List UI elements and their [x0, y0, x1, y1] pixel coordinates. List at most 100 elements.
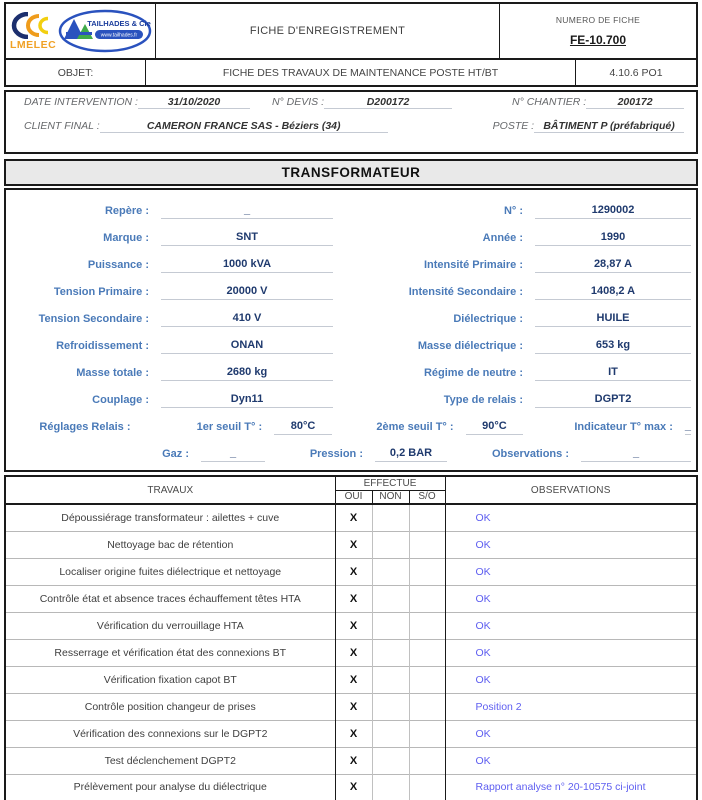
fiche-number-label: NUMERO DE FICHE [555, 15, 641, 26]
logo-area: LMELEC TAILHADES & Cie www.tailhades.fr [6, 4, 156, 58]
seuil1-value: 80°C [274, 418, 332, 435]
so-checkbox [409, 530, 446, 558]
form-title: FICHE D'ENREGISTREMENT [156, 4, 500, 58]
numero-value: 1290002 [535, 202, 691, 219]
observation-value: OK [445, 584, 697, 612]
field-row: Couplage : Dyn11 Type de relais : DGPT2 [6, 386, 696, 413]
pression-label: Pression : [309, 447, 363, 460]
poste-value: BÂTIMENT P (préfabriqué) [534, 120, 684, 133]
masse-dielectrique-label: Masse diélectrique : [417, 339, 523, 352]
oui-checkbox: X [335, 584, 373, 612]
oui-checkbox: X [335, 530, 373, 558]
oui-checkbox: X [335, 638, 373, 666]
non-checkbox [372, 557, 410, 585]
tailhades-logo-text: TAILHADES & Cie [87, 19, 151, 28]
work-row: Resserrage et vérification état des conn… [5, 638, 697, 666]
intervention-row-2: CLIENT FINAL : CAMERON FRANCE SAS - Bézi… [24, 120, 684, 144]
work-row: Vérification du verrouillage HTA X OK [5, 611, 697, 639]
works-table: TRAVAUX EFFECTUE OBSERVATIONS OUI NON S/… [4, 475, 698, 800]
refroidissement-label: Refroidissement : [56, 339, 149, 352]
objet-value: FICHE DES TRAVAUX DE MAINTENANCE POSTE H… [146, 60, 576, 85]
refroidissement-value: ONAN [161, 337, 333, 354]
objet-label: OBJET: [6, 60, 146, 85]
field-row: Repère : _ N° : 1290002 [6, 197, 696, 224]
non-checkbox [372, 746, 410, 774]
field-row: Tension Secondaire : 410 V Diélectrique … [6, 305, 696, 332]
col-header-effectue: EFFECTUE [334, 475, 446, 491]
repere-label: Repère : [104, 204, 149, 217]
dielectrique-value: HUILE [535, 310, 691, 327]
observation-value: OK [445, 503, 697, 531]
so-checkbox [409, 584, 446, 612]
work-row: Contrôle état et absence traces échauffe… [5, 584, 697, 612]
tension-primaire-value: 20000 V [161, 283, 333, 300]
form-header: LMELEC TAILHADES & Cie www.tailhades.fr … [4, 2, 698, 87]
annee-value: 1990 [535, 229, 691, 246]
task-label: Vérification du verrouillage HTA [5, 611, 336, 639]
so-checkbox [409, 746, 446, 774]
chantier-label: N° CHANTIER : [512, 96, 587, 108]
gaz-value: _ [201, 445, 265, 462]
objet-code: 4.10.6 PO1 [609, 66, 663, 79]
non-checkbox [372, 611, 410, 639]
observation-value: OK [445, 611, 697, 639]
fiche-number-box: NUMERO DE FICHE FE-10.700 [500, 4, 696, 58]
seuil2-value: 90°C [465, 418, 524, 435]
so-checkbox [409, 773, 446, 800]
task-label: Prélèvement pour analyse du diélectrique [5, 773, 336, 800]
transformer-section-title: TRANSFORMATEUR [4, 159, 698, 186]
task-label: Nettoyage bac de rétention [5, 530, 336, 558]
non-checkbox [372, 638, 410, 666]
oui-checkbox: X [335, 746, 373, 774]
field-row: Masse totale : 2680 kg Régime de neutre … [6, 359, 696, 386]
indicateur-tmax-label: Indicateur T° max : [574, 420, 673, 433]
observation-value: Position 2 [445, 692, 697, 720]
reglages-relais-label: Réglages Relais : [39, 420, 131, 433]
tailhades-triangle-icon [77, 24, 94, 39]
task-label: Contrôle état et absence traces échauffe… [5, 584, 336, 612]
col-header-so: S/O [408, 489, 446, 505]
work-row: Prélèvement pour analyse du diélectrique… [5, 773, 697, 800]
poste-label: POSTE : [492, 120, 535, 132]
observation-value: OK [445, 557, 697, 585]
observations-label: Observations : [491, 447, 569, 460]
type-relais-value: DGPT2 [535, 391, 691, 408]
observation-value: OK [445, 665, 697, 693]
couplage-label: Couplage : [92, 393, 149, 406]
couplage-value: Dyn11 [161, 391, 333, 408]
tension-secondaire-value: 410 V [161, 310, 333, 327]
client-final-label: CLIENT FINAL : [24, 120, 100, 132]
oui-checkbox: X [335, 719, 373, 747]
field-row: Refroidissement : ONAN Masse diélectriqu… [6, 332, 696, 359]
col-header-oui: OUI [334, 489, 373, 505]
transformer-fields: Repère : _ N° : 1290002 Marque : SNT Ann… [4, 188, 698, 472]
oui-checkbox: X [335, 665, 373, 693]
col-header-non: NON [371, 489, 410, 505]
tailhades-website-text: www.tailhades.fr [101, 33, 138, 39]
non-checkbox [372, 584, 410, 612]
lmelec-logo: LMELEC [10, 11, 57, 51]
col-header-travaux: TRAVAUX [4, 475, 336, 505]
so-checkbox [409, 503, 446, 531]
seuil1-label: 1er seuil T° : [196, 420, 263, 433]
task-label: Vérification fixation capot BT [5, 665, 336, 693]
non-checkbox [372, 773, 410, 800]
intervention-row-1: DATE INTERVENTION : 31/10/2020 N° DEVIS … [24, 96, 684, 120]
gaz-label: Gaz : [162, 447, 189, 460]
so-checkbox [409, 557, 446, 585]
oui-checkbox: X [335, 557, 373, 585]
so-checkbox [409, 692, 446, 720]
lmelec-logo-text: LMELEC [10, 38, 57, 51]
observation-value: Rapport analyse n° 20-10575 ci-joint [445, 773, 697, 800]
date-intervention-label: DATE INTERVENTION : [24, 96, 138, 108]
tension-primaire-label: Tension Primaire : [53, 285, 149, 298]
work-row: Nettoyage bac de rétention X OK [5, 530, 697, 558]
puissance-label: Puissance : [87, 258, 149, 271]
so-checkbox [409, 611, 446, 639]
masse-totale-value: 2680 kg [161, 364, 333, 381]
task-label: Localiser origine fuites diélectrique et… [5, 557, 336, 585]
observation-value: OK [445, 719, 697, 747]
tension-secondaire-label: Tension Secondaire : [38, 312, 149, 325]
repere-value: _ [161, 202, 333, 219]
